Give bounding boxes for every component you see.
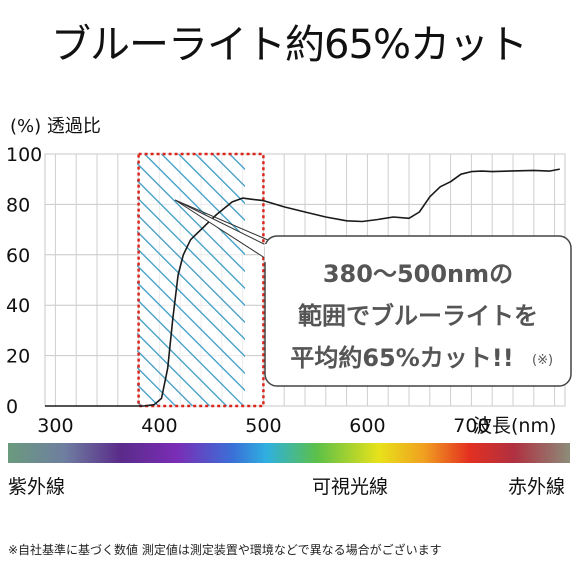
hatch-line	[137, 298, 245, 406]
hatch-line	[137, 315, 228, 406]
hatch-line	[161, 154, 245, 239]
callout-line-2: 範囲でブルーライトを	[298, 302, 538, 330]
callout-line-1: 380～500nmの	[323, 260, 513, 288]
y-tick-label: 100	[6, 144, 42, 166]
callout-pointer-upper	[174, 199, 269, 241]
y-axis-unit-label: (%) 透過比	[10, 116, 101, 137]
hatch-line	[137, 366, 177, 406]
hatch-line	[137, 281, 245, 392]
x-tick-label: 600	[349, 415, 385, 437]
y-tick-label: 20	[6, 346, 30, 368]
hatch-line	[144, 154, 245, 256]
hatch-line	[137, 230, 245, 341]
transmittance-curve	[45, 168, 560, 407]
hatch-line	[195, 154, 245, 205]
y-tick-label: 80	[6, 194, 30, 216]
visible-light-label: 可視光線	[312, 476, 389, 498]
callout-box	[264, 235, 572, 387]
hatch-line	[0, 154, 99, 414]
hatch-line	[137, 247, 245, 358]
x-axis-label: 波長(nm)	[473, 415, 556, 437]
hatch-line	[178, 154, 245, 222]
hatch-line	[0, 154, 116, 414]
hatch-line	[137, 264, 245, 375]
y-tick-label: 0	[6, 396, 18, 418]
hatch-line	[137, 196, 245, 307]
hatch-line	[137, 213, 245, 324]
y-tick-label: 60	[6, 245, 30, 267]
hatch-line	[137, 349, 194, 406]
x-tick-label: 500	[245, 415, 281, 437]
hatch-line	[137, 400, 143, 406]
infrared-label: 赤外線	[508, 476, 566, 498]
x-tick-label: 400	[141, 415, 177, 437]
y-tick-label: 40	[6, 295, 30, 317]
hatch-line	[137, 179, 245, 290]
highlight-range-box	[137, 152, 265, 408]
spectrum-bar	[8, 443, 570, 463]
callout-note: (※)	[532, 353, 553, 368]
chart-title: ブルーライト約65%カット	[51, 22, 528, 68]
ultraviolet-label: 紫外線	[8, 476, 66, 498]
footnote: ※自社基準に基づく数値 測定値は測定装置や環境などで異なる場合がございます	[8, 543, 442, 557]
x-tick-label: 700	[453, 415, 489, 437]
callout-line-3: 平均約65%カット!!	[290, 344, 513, 372]
hatch-line	[137, 162, 245, 273]
highlight-hatch	[0, 154, 245, 414]
hatch-line	[137, 332, 211, 406]
x-tick-label: 300	[37, 415, 73, 437]
hatch-line	[0, 154, 133, 414]
